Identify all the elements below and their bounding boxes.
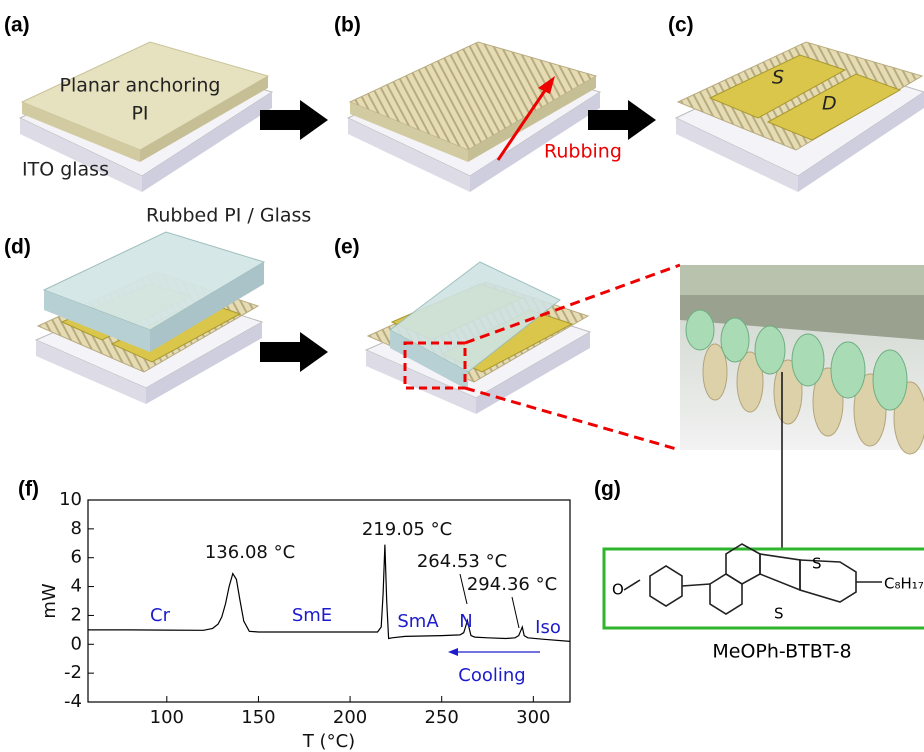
diagram-label: S [772, 67, 784, 89]
dsc-chart: T (°C) mW 100 150 200 250 300 -4 -2 0 2 4 6 8 10 136.… [39, 489, 570, 752]
shape [873, 350, 907, 410]
molecule [604, 544, 924, 628]
y-tick-label: 2 [71, 604, 82, 625]
figure: (a) (b) (c) (d) (e) (f) (g) Planar ancho… [0, 0, 924, 752]
shape: (g) [594, 478, 621, 501]
shape [465, 388, 680, 450]
phase-label: SmA [397, 611, 439, 632]
shape: (f) [18, 478, 39, 501]
phase-label: Iso [535, 617, 561, 638]
shape: (c) [668, 14, 694, 37]
shape [721, 318, 749, 362]
peak-annotation: 264.53 °C [417, 551, 507, 572]
x-tick-label: 300 [516, 707, 550, 728]
chain-label: C₈H₁₇ [884, 575, 924, 593]
diagram-label: ITO glass [22, 159, 109, 181]
shape [710, 574, 742, 614]
x-tick-label: 100 [150, 707, 184, 728]
cooling-arrowhead [448, 648, 458, 656]
shape [755, 326, 785, 374]
arrow [260, 332, 328, 372]
phase-label: N [459, 611, 472, 632]
peak-annotation: 136.08 °C [205, 542, 295, 563]
shape [604, 549, 924, 628]
diagram-label: Rubbed PI / Glass [146, 205, 311, 227]
phase-label: Cr [150, 605, 171, 626]
substrate-d [36, 232, 264, 404]
shape: (d) [4, 236, 31, 259]
diagram-label: D [822, 93, 837, 115]
x-axis-label: T (°C) [302, 731, 355, 752]
y-tick-label: 4 [71, 576, 82, 597]
y-axis-label: mW [39, 583, 60, 619]
atom-label: S [812, 555, 822, 573]
shape [831, 342, 865, 398]
cooling-label: Cooling [458, 665, 525, 686]
peak-annotation: 219.05 °C [362, 519, 452, 540]
shape [760, 554, 800, 590]
atom-label: S [774, 605, 784, 623]
substrate-e [366, 262, 680, 450]
peak-annotation: 294.36 °C [467, 574, 557, 595]
x-tick-label: 250 [425, 707, 459, 728]
shape [686, 310, 714, 350]
substrate-c [676, 42, 924, 192]
shape: (e) [334, 236, 360, 259]
shape [800, 560, 856, 602]
shape: (b) [334, 14, 361, 37]
y-tick-label: -4 [64, 691, 82, 712]
y-tick-label: -2 [64, 662, 82, 683]
shape: (a) [4, 14, 30, 37]
substrate-b [348, 42, 600, 192]
y-tick-label: 6 [71, 547, 82, 568]
y-tick-label: 10 [59, 489, 82, 510]
x-tick-label: 150 [241, 707, 275, 728]
shape [792, 334, 824, 386]
y-tick-label: 8 [71, 518, 82, 539]
atom-label: O [612, 581, 624, 599]
diagram-label: Rubbing [544, 141, 622, 163]
annotation-arrow [512, 597, 519, 628]
shape [682, 584, 710, 586]
shape [680, 265, 924, 295]
shape [624, 580, 640, 590]
x-tick-label: 200 [333, 707, 367, 728]
molecule-name: MeOPh-BTBT-8 [712, 641, 851, 663]
shape [650, 566, 682, 606]
y-tick-label: 0 [71, 633, 82, 654]
diagram-label: Planar anchoring [60, 75, 221, 97]
zoom-inset [680, 265, 924, 548]
phase-label: SmE [292, 605, 332, 626]
diagram-label: PI [131, 103, 148, 125]
